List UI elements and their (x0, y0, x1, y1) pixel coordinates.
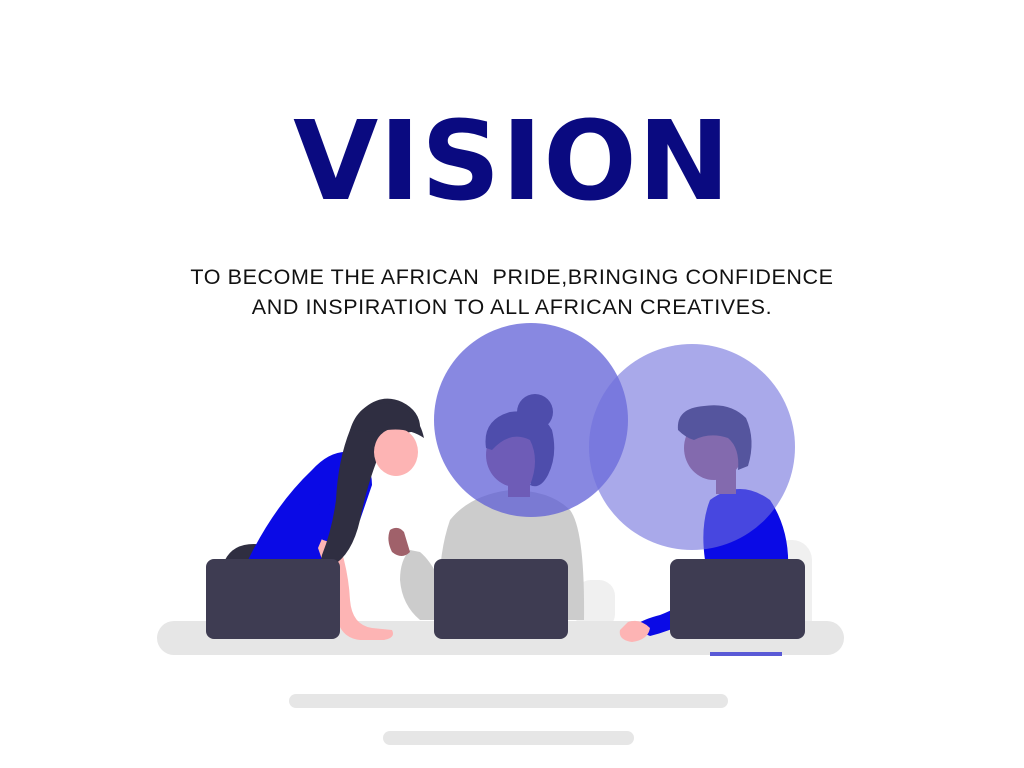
floor-line-top (289, 694, 728, 708)
vision-statement: TO BECOME THE AFRICAN PRIDE,BRINGING CON… (0, 262, 1024, 322)
vision-statement-line-2: AND INSPIRATION TO ALL AFRICAN CREATIVES… (251, 295, 773, 319)
laptop-middle (434, 559, 568, 639)
laptop-left (206, 559, 340, 639)
vision-statement-line-1: TO BECOME THE AFRICAN PRIDE,BRINGING CON… (190, 265, 834, 289)
floor-line-bottom (383, 731, 634, 745)
circle-right-overlay (589, 344, 795, 550)
laptop-right (670, 559, 805, 639)
page-title: VISION (293, 97, 731, 225)
laptop-right-accent (710, 652, 782, 656)
circle-left-overlay (434, 323, 628, 517)
